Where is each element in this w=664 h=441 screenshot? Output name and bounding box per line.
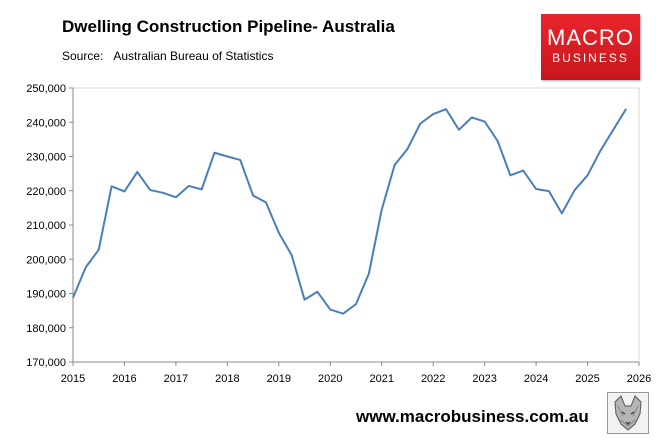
source-label: Source: xyxy=(62,49,104,63)
x-tick-label: 2025 xyxy=(575,373,599,385)
x-tick-label: 2023 xyxy=(472,373,496,385)
website-url: www.macrobusiness.com.au xyxy=(356,407,589,426)
y-tick-label: 190,000 xyxy=(26,289,66,301)
logo-line-1: MACRO xyxy=(547,25,634,50)
x-tick-label: 2019 xyxy=(267,373,291,385)
chart-title: Dwelling Construction Pipeline- Australi… xyxy=(62,17,395,36)
x-tick-label: 2022 xyxy=(421,373,445,385)
x-tick-labels: 2015 2016 2017 2018 2019 2020 2021 2022 2023 2024… xyxy=(61,373,651,385)
x-tick-label: 2018 xyxy=(215,373,239,385)
x-tick-label: 2017 xyxy=(164,373,188,385)
logo-line-2: BUSINESS xyxy=(552,51,629,65)
axis-ticks xyxy=(69,87,640,366)
y-tick-label: 200,000 xyxy=(26,254,66,266)
x-tick-label: 2016 xyxy=(112,373,136,385)
x-tick-label: 2020 xyxy=(318,373,342,385)
y-tick-label: 220,000 xyxy=(26,186,66,198)
y-tick-labels: 170,000 180,000 190,000 200,000 210,000 220,0… xyxy=(26,83,66,369)
y-tick-label: 230,000 xyxy=(26,152,66,164)
macrobusiness-logo: MACRO BUSINESS xyxy=(541,14,640,80)
plot-area-border xyxy=(72,87,640,363)
wolf-emblem-icon xyxy=(607,392,649,434)
y-tick-label: 170,000 xyxy=(26,357,66,369)
x-tick-label: 2026 xyxy=(627,373,651,385)
source-line: Source: Australian Bureau of Statistics xyxy=(62,49,273,63)
source-value: Australian Bureau of Statistics xyxy=(113,49,274,63)
x-tick-label: 2021 xyxy=(369,373,393,385)
y-tick-label: 250,000 xyxy=(26,83,66,95)
y-tick-label: 210,000 xyxy=(26,220,66,232)
y-tick-label: 180,000 xyxy=(26,323,66,335)
series-line xyxy=(72,108,627,315)
x-tick-label: 2024 xyxy=(524,373,548,385)
x-tick-label: 2015 xyxy=(61,373,85,385)
y-tick-label: 240,000 xyxy=(26,117,66,129)
